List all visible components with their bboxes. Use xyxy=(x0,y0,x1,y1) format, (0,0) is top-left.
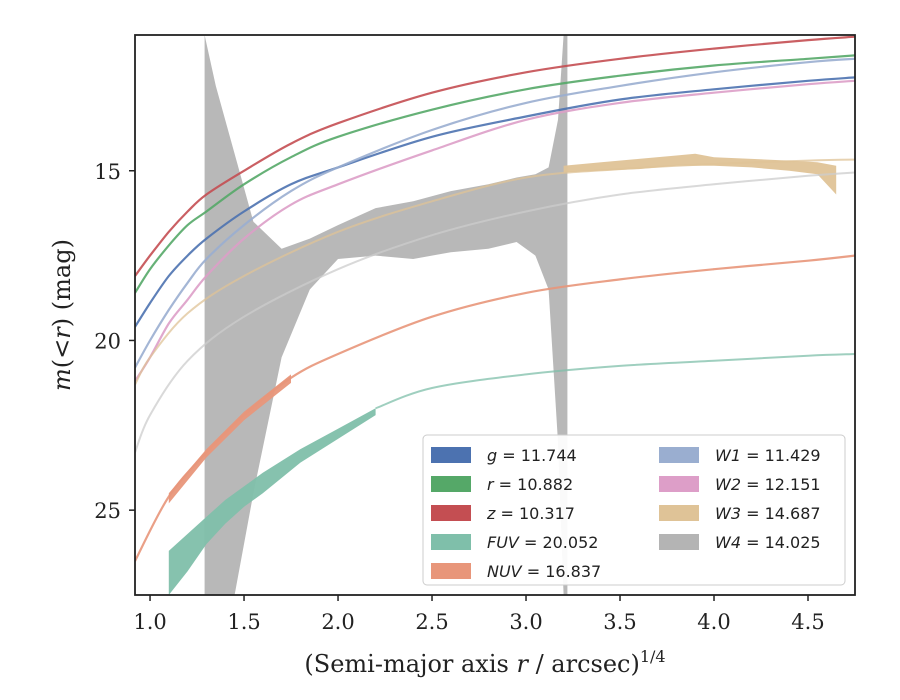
x-tick-label: 1.5 xyxy=(227,610,260,634)
band-W3_band xyxy=(563,153,837,195)
series-line-z xyxy=(135,35,855,277)
legend-label-W2: W2 = 12.151 xyxy=(715,475,821,494)
series-line-NUV xyxy=(135,254,855,562)
x-tick-label: 4.0 xyxy=(697,610,730,634)
series-layer xyxy=(135,35,855,562)
legend-swatch-g xyxy=(431,447,471,463)
legend-swatch-W4 xyxy=(659,534,699,550)
series-line-W4_line xyxy=(135,171,855,453)
axes-layer: 1.0 1.5 2.0 2.5 3.0 3.5 4.0 4.5 15 20 25 (Semi-majo… xyxy=(48,34,856,678)
y-axis-label: m(<r) (mag) xyxy=(48,239,76,391)
bands-layer xyxy=(168,35,837,595)
legend-swatch-FUV xyxy=(431,534,471,550)
band-NUV_band xyxy=(168,374,291,504)
y-tick-label: 15 xyxy=(94,160,121,184)
series-line-W3_line xyxy=(135,158,855,386)
x-tick-label: 1.0 xyxy=(133,610,166,634)
x-tick-label: 3.0 xyxy=(509,610,542,634)
legend-swatch-W2 xyxy=(659,476,699,492)
legend-box xyxy=(422,434,846,586)
plot-frame xyxy=(134,34,856,596)
legend-swatch-z xyxy=(431,505,471,521)
legend-label-r: r = 10.882 xyxy=(487,475,573,494)
series-line-r xyxy=(135,54,855,294)
legend-swatch-W1 xyxy=(659,447,699,463)
series-line-W1 xyxy=(135,57,855,369)
legend-label-NUV: NUV = 16.837 xyxy=(487,562,601,581)
legend-swatch-NUV xyxy=(431,563,471,579)
legend-swatch-r xyxy=(431,476,471,492)
legend-label-W1: W1 = 11.429 xyxy=(715,446,821,465)
x-axis-label: (Semi-major axis r / arcsec)1/4 xyxy=(304,647,665,678)
legend: g = 11.744 r = 10.882 z = 10.317 FUV = 20.0… xyxy=(422,434,846,586)
legend-label-W3: W3 = 14.687 xyxy=(715,504,821,523)
legend-label-z: z = 10.317 xyxy=(486,504,575,523)
x-tick-label: 2.0 xyxy=(321,610,354,634)
band-W4_band xyxy=(204,35,568,595)
x-tick-label: 4.5 xyxy=(791,610,824,634)
legend-label-FUV: FUV = 20.052 xyxy=(487,533,598,552)
legend-label-W4: W4 = 14.025 xyxy=(715,533,821,552)
x-tick-label: 3.5 xyxy=(603,610,636,634)
series-line-W2 xyxy=(135,79,855,382)
y-tick-label: 25 xyxy=(94,499,121,523)
series-line-FUV xyxy=(375,353,855,410)
legend-swatch-W3 xyxy=(659,505,699,521)
band-FUV_band xyxy=(168,408,376,595)
x-tick-label: 2.5 xyxy=(415,610,448,634)
y-tick-label: 20 xyxy=(94,329,121,353)
legend-label-g: g = 11.744 xyxy=(487,446,577,465)
